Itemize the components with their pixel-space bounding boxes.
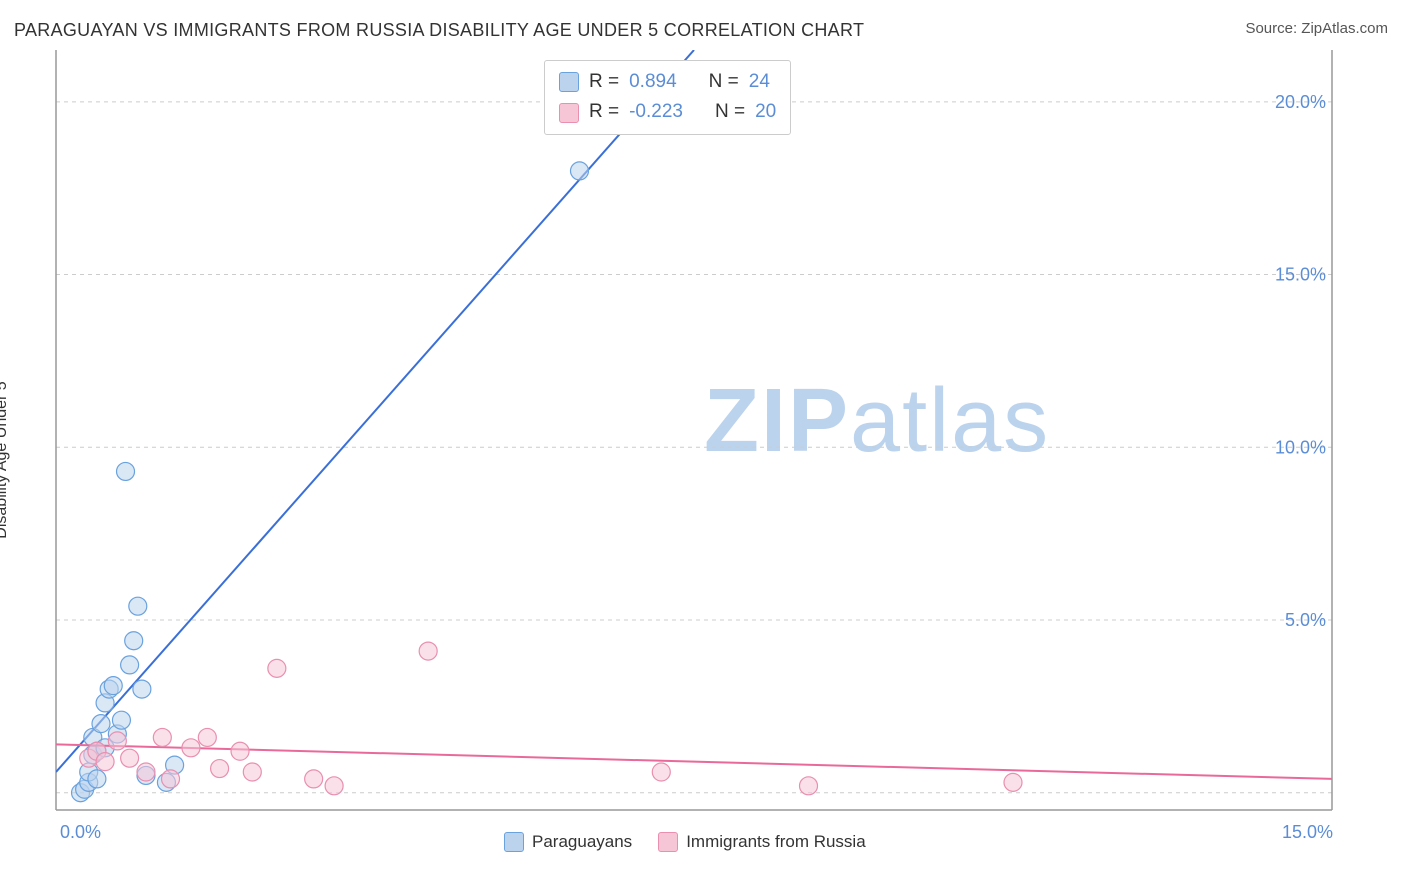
scatter-plot-svg: 5.0% 10.0% 15.0% 20.0% 0.0% 15.0% [14,50,1392,870]
y-axis-label: Disability Age Under 5 [0,381,11,538]
svg-text:15.0%: 15.0% [1282,822,1333,842]
n-value: 24 [749,67,770,97]
legend-item: Immigrants from Russia [658,832,865,852]
correlation-stats-box: R = 0.894 N = 24 R = -0.223 N = 20 [544,60,791,135]
series-swatch-icon [559,103,579,123]
r-value: 0.894 [629,67,677,97]
legend-item: Paraguayans [504,832,632,852]
n-label: N = [709,67,739,97]
r-label: R = [589,97,619,127]
svg-text:5.0%: 5.0% [1285,610,1326,630]
r-value: -0.223 [629,97,683,127]
legend-label: Immigrants from Russia [686,832,865,852]
r-label: R = [589,67,619,97]
legend: Paraguayans Immigrants from Russia [504,832,866,852]
chart-title: PARAGUAYAN VS IMMIGRANTS FROM RUSSIA DIS… [14,20,864,41]
chart-container: PARAGUAYAN VS IMMIGRANTS FROM RUSSIA DIS… [0,0,1406,892]
chart-area: Disability Age Under 5 ZIPatlas 5.0%10.0… [14,50,1392,870]
svg-text:20.0%: 20.0% [1275,92,1326,112]
stat-row: R = 0.894 N = 24 [559,67,776,97]
series-swatch-icon [504,832,524,852]
series-swatch-icon [559,72,579,92]
svg-text:15.0%: 15.0% [1275,265,1326,285]
legend-label: Paraguayans [532,832,632,852]
n-label: N = [715,97,745,127]
series-swatch-icon [658,832,678,852]
source-label: Source: ZipAtlas.com [1245,20,1388,37]
svg-text:0.0%: 0.0% [60,822,101,842]
n-value: 20 [755,97,776,127]
stat-row: R = -0.223 N = 20 [559,97,776,127]
svg-text:10.0%: 10.0% [1275,437,1326,457]
